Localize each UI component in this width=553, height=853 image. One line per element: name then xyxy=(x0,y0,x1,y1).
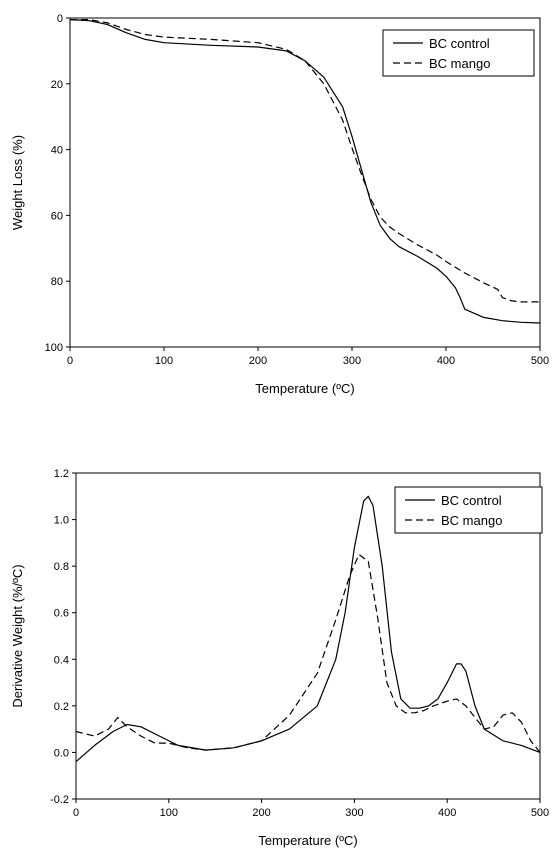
y-tick-label: 0.0 xyxy=(54,747,69,759)
x-tick-label: 500 xyxy=(531,355,549,367)
x-tick-label: 200 xyxy=(249,355,267,367)
y-tick-label: 100 xyxy=(45,342,63,354)
x-tick-label: 300 xyxy=(343,355,361,367)
x-tick-label: 100 xyxy=(155,355,173,367)
y-axis-title: Derivative Weight (%/ºC) xyxy=(10,564,25,707)
x-tick-label: 0 xyxy=(73,807,79,819)
legend-label-bc-mango: BC mango xyxy=(441,513,502,528)
y-tick-label: 40 xyxy=(51,145,63,157)
legend-label-bc-control: BC control xyxy=(441,493,502,508)
x-axis-title: Temperature (ºC) xyxy=(258,833,357,848)
y-tick-label: 0.8 xyxy=(54,561,69,573)
series-line-bc-control xyxy=(75,495,541,763)
legend-label-bc-control: BC control xyxy=(429,36,490,51)
y-tick-label: 0.6 xyxy=(54,608,69,620)
legend-label-bc-mango: BC mango xyxy=(429,56,490,71)
legend-box xyxy=(382,29,535,77)
y-tick-label: -0.2 xyxy=(50,794,69,806)
x-tick-label: 400 xyxy=(437,355,455,367)
series-line-bc-mango xyxy=(75,553,541,753)
x-tick-label: 300 xyxy=(345,807,363,819)
y-tick-label: 1.0 xyxy=(54,515,69,527)
chart-derivative-weight: 0 100 200 300 400 500 -0.2 0.0 0.2 0.4 0.6 0.8 1.0 1.… xyxy=(10,468,549,848)
plot-frame xyxy=(69,17,541,348)
x-tick-label: 500 xyxy=(531,807,549,819)
y-tick-label: 1.2 xyxy=(54,468,69,480)
y-tick-label: 60 xyxy=(51,210,63,222)
x-tick-label: 0 xyxy=(67,355,73,367)
plot-frame xyxy=(75,472,541,800)
series-line-bc-control xyxy=(69,19,541,324)
y-tick-label: 0.4 xyxy=(54,654,69,666)
x-axis-title: Temperature (ºC) xyxy=(255,381,354,396)
y-tick-label: 80 xyxy=(51,276,63,288)
x-tick-label: 100 xyxy=(160,807,178,819)
x-tick-label: 400 xyxy=(438,807,456,819)
x-tick-label: 200 xyxy=(252,807,270,819)
y-axis-title: Weight Loss (%) xyxy=(10,135,25,230)
y-tick-label: 0.2 xyxy=(54,701,69,713)
y-tick-label: 20 xyxy=(51,79,63,91)
y-tick-label: 0 xyxy=(57,13,63,25)
legend-box xyxy=(394,486,543,534)
chart-weight-loss: 0 100 200 300 400 500 0 20 40 60 80 100 Temperature … xyxy=(10,13,549,396)
